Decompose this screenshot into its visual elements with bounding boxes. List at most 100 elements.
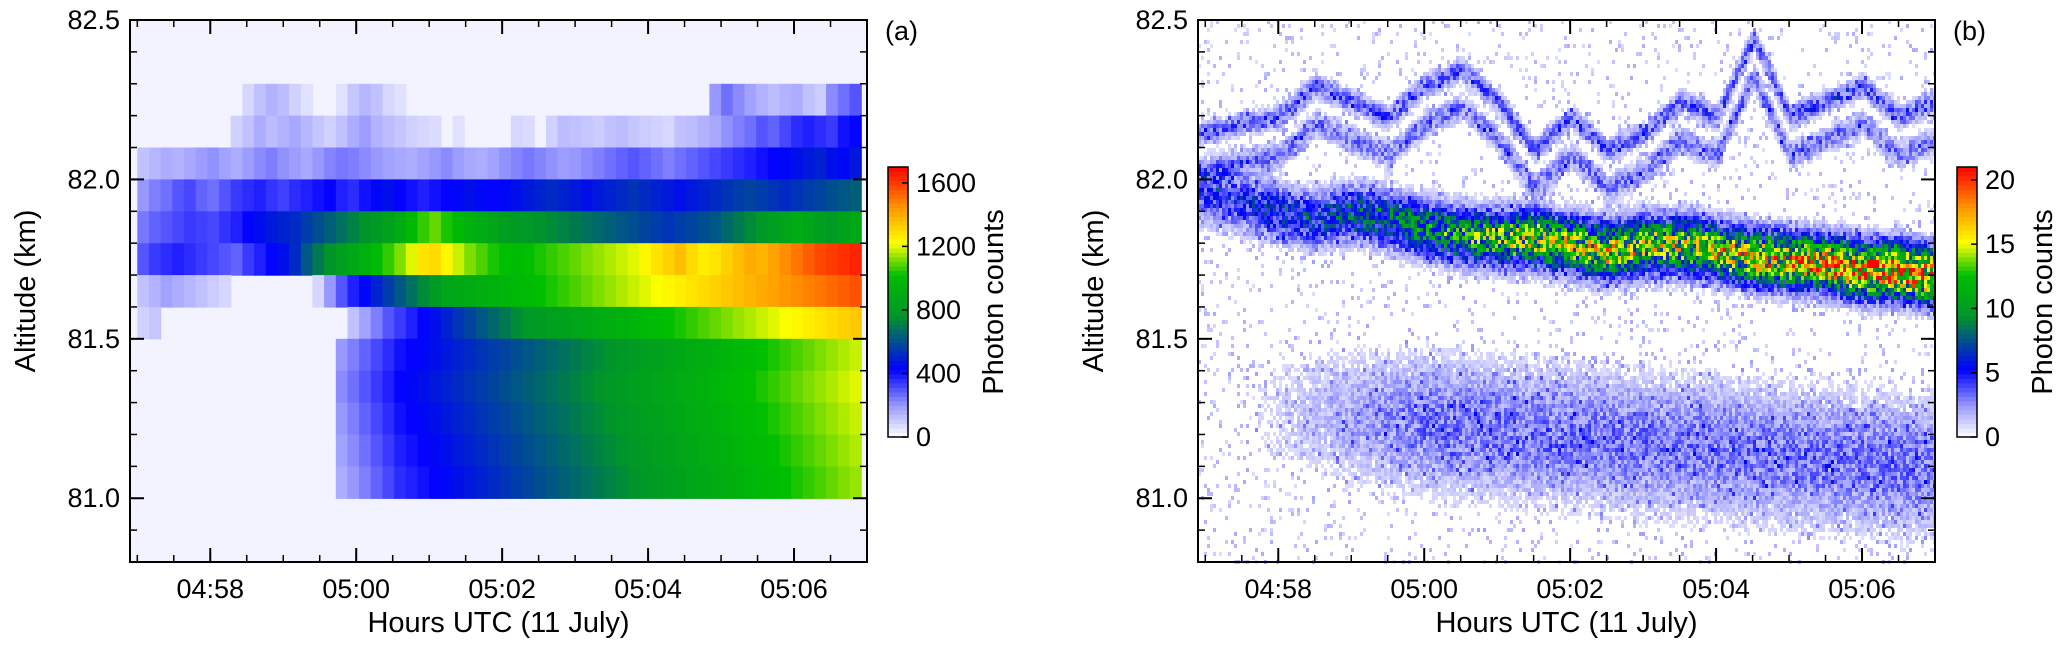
heatmap-cell (487, 402, 500, 436)
heatmap-cell (1366, 132, 1369, 136)
heatmap-cell (1339, 152, 1342, 156)
heatmap-cell (1405, 132, 1408, 136)
heatmap-cell (1282, 196, 1285, 200)
heatmap-cell (1279, 112, 1282, 116)
heatmap-cell (1255, 212, 1258, 216)
heatmap-cell (1237, 500, 1240, 504)
heatmap-cell (1348, 416, 1351, 420)
heatmap-cell (1402, 384, 1405, 388)
heatmap-cell (849, 306, 862, 340)
heatmap-cell (1336, 232, 1339, 236)
heatmap-cell (1384, 188, 1387, 192)
heatmap-cell (732, 275, 745, 308)
heatmap-cell (1321, 84, 1324, 88)
colorbar-frame (887, 166, 909, 438)
heatmap-cell (1342, 388, 1345, 392)
heatmap-cell (1249, 204, 1252, 208)
heatmap-cell (1321, 412, 1324, 416)
heatmap-cell (1294, 124, 1297, 128)
heatmap-cell (1252, 128, 1255, 132)
heatmap-cell (1387, 164, 1390, 168)
heatmap-cell (1285, 236, 1288, 240)
heatmap-cell (1336, 88, 1339, 92)
heatmap-cell (1255, 128, 1258, 132)
heatmap-cell (1330, 424, 1333, 428)
heatmap-cell (1321, 452, 1324, 456)
heatmap-cell (499, 434, 512, 467)
heatmap-cell (1213, 200, 1216, 204)
heatmap-cell (1372, 112, 1375, 116)
heatmap-cell (1378, 32, 1381, 36)
heatmap-cell (1330, 236, 1333, 240)
heatmap-cell (1309, 212, 1312, 216)
heatmap-cell (1363, 220, 1366, 224)
colorbar-segment (888, 410, 908, 415)
heatmap-cell (1375, 188, 1378, 192)
heatmap-cell (1348, 104, 1351, 108)
heatmap-cell (1297, 288, 1300, 292)
heatmap-cell (616, 275, 629, 308)
heatmap-cell (1381, 200, 1384, 204)
heatmap-cell (1369, 280, 1372, 284)
heatmap-cell (1267, 160, 1270, 164)
heatmap-cell (1261, 272, 1264, 276)
heatmap-cell (1309, 140, 1312, 144)
heatmap-cell (1324, 456, 1327, 460)
heatmap-cell (1288, 448, 1291, 452)
heatmap-cell (1366, 104, 1369, 108)
heatmap-cell (1288, 188, 1291, 192)
heatmap-cell (1387, 452, 1390, 456)
heatmap-cell (1249, 160, 1252, 164)
heatmap-cell (1258, 144, 1261, 148)
heatmap-cell (1384, 124, 1387, 128)
heatmap-cell (1411, 104, 1414, 108)
heatmap-cell (1327, 408, 1330, 412)
heatmap-cell (1342, 384, 1345, 388)
heatmap-cell (1363, 344, 1366, 348)
heatmap-cell (1411, 216, 1414, 220)
heatmap-cell (1363, 472, 1366, 476)
heatmap-cell (1405, 364, 1408, 368)
heatmap-cell (1387, 348, 1390, 352)
heatmap-cell (1372, 32, 1375, 36)
heatmap-cell (1273, 44, 1276, 48)
heatmap-cell (1345, 440, 1348, 444)
heatmap-cell (1267, 164, 1270, 168)
heatmap-cell (1402, 408, 1405, 412)
heatmap-cell (1384, 168, 1387, 172)
heatmap-cell (1225, 40, 1228, 44)
heatmap-cell (1216, 204, 1219, 208)
heatmap-cell (359, 402, 372, 436)
heatmap-cell (1408, 368, 1411, 372)
heatmap-cell (1276, 152, 1279, 156)
heatmap-cell (382, 179, 395, 212)
heatmap-cell (1288, 368, 1291, 372)
heatmap-cell (1336, 376, 1339, 380)
heatmap-cell (1270, 172, 1273, 176)
heatmap-cell (1372, 364, 1375, 368)
heatmap-cell (1408, 376, 1411, 380)
heatmap-cell (1321, 244, 1324, 248)
heatmap-cell (1393, 100, 1396, 104)
heatmap-cell (1222, 200, 1225, 204)
heatmap-cell (1249, 240, 1252, 244)
heatmap-cell (1285, 172, 1288, 176)
heatmap-cell (1363, 420, 1366, 424)
heatmap-cell (1324, 132, 1327, 136)
heatmap-cell (1369, 96, 1372, 100)
heatmap-cell (1375, 220, 1378, 224)
heatmap-cell (405, 179, 419, 212)
heatmap-cell (1204, 180, 1207, 184)
heatmap-cell (1267, 236, 1270, 240)
heatmap-cell (1387, 188, 1390, 192)
heatmap-cell (429, 402, 442, 436)
colorbar-segment (888, 347, 908, 352)
heatmap-cell (1399, 476, 1402, 480)
heatmap-cell (1258, 188, 1261, 192)
heatmap-cell (1318, 460, 1321, 464)
heatmap-cell (1324, 100, 1327, 104)
heatmap-cell (1378, 188, 1381, 192)
heatmap-cell (1324, 412, 1327, 416)
heatmap-cell (1291, 104, 1294, 108)
heatmap-cell (359, 243, 372, 276)
